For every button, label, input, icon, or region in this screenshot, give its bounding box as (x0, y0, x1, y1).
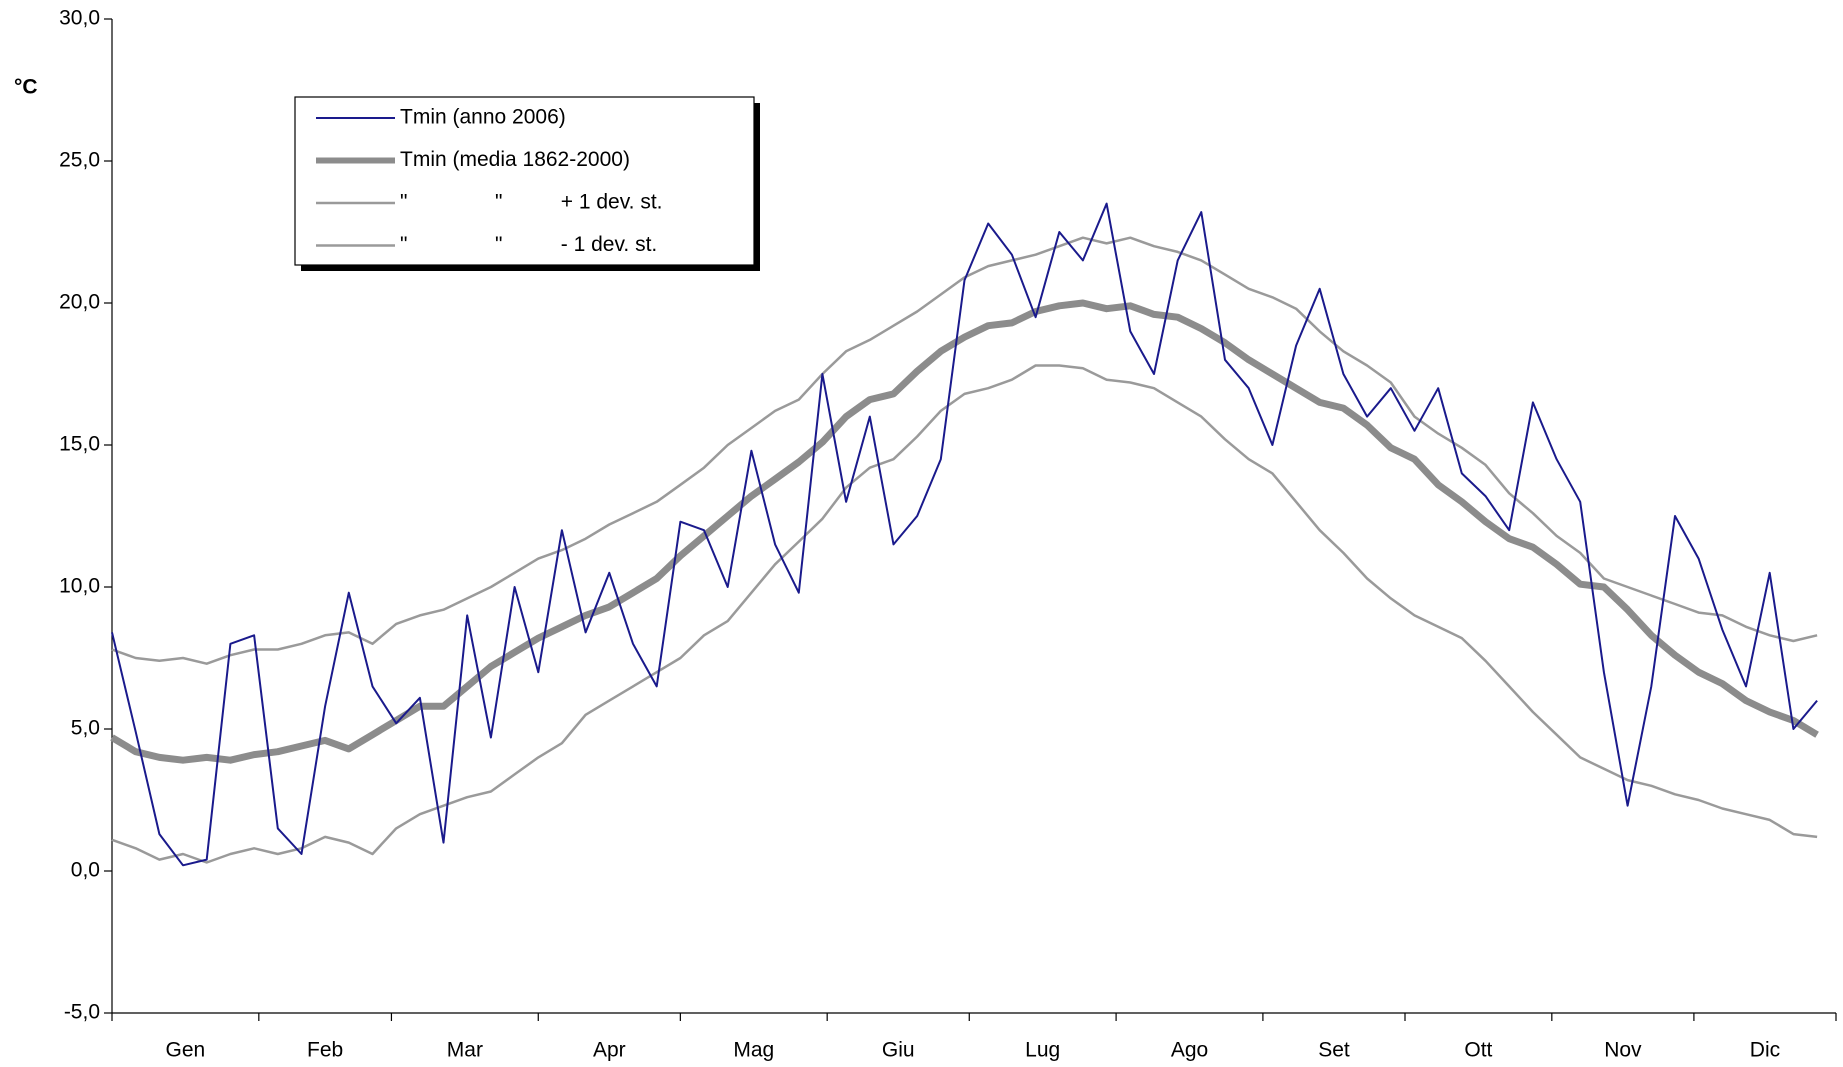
legend-label: " " + 1 dev. st. (400, 191, 663, 214)
y-tick-label: 0,0 (71, 859, 100, 882)
legend-label: " " - 1 dev. st. (400, 233, 657, 256)
legend (294, 96, 755, 266)
y-tick-label: 30,0 (59, 7, 100, 30)
y-tick-label: 15,0 (59, 433, 100, 456)
x-tick-label: Giu (882, 1039, 915, 1062)
series-line (111, 364, 1818, 864)
legend-label: Tmin (anno 2006) (400, 106, 566, 129)
x-tick-label: Lug (1025, 1039, 1060, 1062)
x-tick-label: Feb (307, 1039, 343, 1062)
y-tick-label: 5,0 (71, 717, 100, 740)
plot-area: -5,0 0,0 5,0 10,0 15,0 20,0 25,0 30,0 Gen Feb Mar A… (59, 7, 1837, 1062)
legend-items: Tmin (anno 2006) Tmin (media 1862-2000) " … (316, 106, 663, 256)
x-tick-label: Apr (593, 1039, 626, 1062)
x-tick-label: Dic (1750, 1039, 1780, 1062)
x-tick-label: Ago (1171, 1039, 1208, 1062)
y-tick-label: 10,0 (59, 575, 100, 598)
y-tick-label: -5,0 (64, 1001, 100, 1024)
x-tick-label: Mar (447, 1039, 483, 1062)
series-line (111, 236, 1818, 665)
x-tick-label: Nov (1604, 1039, 1642, 1062)
x-tick-label: Set (1318, 1039, 1350, 1062)
x-tick-label: Mag (733, 1039, 774, 1062)
series-line (110, 299, 1819, 764)
y-tick-label: 20,0 (59, 291, 100, 314)
x-tick-label: Ott (1464, 1039, 1492, 1062)
legend-label: Tmin (media 1862-2000) (400, 148, 630, 171)
x-tick-label: Gen (166, 1039, 206, 1062)
series-line (111, 202, 1818, 867)
y-tick-label: 25,0 (59, 149, 100, 172)
y-axis-label: °C (14, 76, 38, 99)
